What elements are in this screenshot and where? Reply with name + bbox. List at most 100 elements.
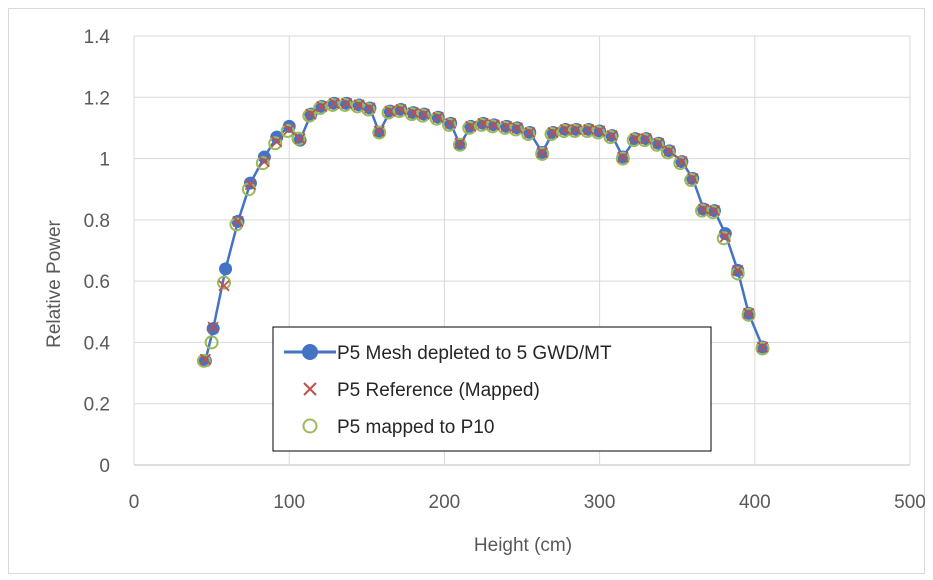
- series-reference-point: [477, 117, 489, 129]
- series-reference-point: [232, 215, 244, 228]
- gridlines: [133, 35, 911, 466]
- series-reference: [199, 97, 769, 365]
- legend-label-mesh: P5 Mesh depleted to 5 GWD/MT: [337, 343, 612, 364]
- series-reference-point: [418, 108, 430, 120]
- series-reference-point: [454, 137, 466, 149]
- series-reference-point: [373, 125, 385, 137]
- series-mapped-point: [291, 131, 306, 146]
- series-reference-point: [640, 133, 652, 145]
- y-tick-label: 0.2: [84, 395, 110, 416]
- series-reference-point: [524, 126, 536, 139]
- legend-label-mapped: P5 mapped to P10: [337, 417, 494, 438]
- series-mapped-point: [626, 133, 641, 148]
- series-mapped-point: [684, 173, 699, 188]
- legend-label-reference: P5 Reference (Mapped): [337, 380, 540, 401]
- series-mapped-point: [755, 341, 770, 356]
- y-tick-label: 0.8: [84, 211, 110, 232]
- legend-entry-reference: P5 Reference (Mapped): [303, 380, 540, 401]
- x-tick-label: 300: [584, 492, 616, 513]
- legend: P5 Mesh depleted to 5 GWD/MT P5 Referenc…: [272, 326, 712, 452]
- y-tick-label: 0.4: [84, 333, 111, 354]
- series-reference-point: [353, 99, 365, 111]
- series-mapped-point: [637, 133, 652, 148]
- series-reference-point: [593, 125, 606, 137]
- series-reference-point: [547, 126, 559, 139]
- y-tick-label: 1.2: [84, 88, 110, 109]
- series-reference-point: [629, 133, 641, 145]
- series-reference-point: [218, 280, 230, 292]
- series-mapped-point: [452, 137, 467, 152]
- series-reference-point: [488, 119, 500, 131]
- series-reference-point: [328, 97, 340, 110]
- series-reference-point: [617, 151, 629, 163]
- series-mapped-point: [229, 217, 244, 232]
- legend-filled-circle-icon: [302, 344, 318, 360]
- series-reference-point: [244, 178, 257, 191]
- series-mapped-point: [544, 127, 559, 142]
- legend-x-marker-icon: [303, 382, 317, 396]
- series-reference-point: [444, 117, 457, 129]
- series-mapped-point: [255, 156, 270, 171]
- x-tick-label: 500: [894, 492, 926, 513]
- series-reference-point: [364, 102, 376, 114]
- series-mapped-point: [268, 136, 283, 151]
- chart-frame: [8, 8, 925, 574]
- y-tick-label: 1.4: [84, 27, 111, 48]
- series-mapped-point: [302, 108, 317, 123]
- x-tick-label: 400: [739, 492, 771, 513]
- series-reference-point: [305, 108, 317, 120]
- y-tick-label: 0: [99, 456, 110, 477]
- series-reference-point: [676, 155, 688, 168]
- series-reference-point: [432, 111, 444, 123]
- series-reference-point: [199, 353, 212, 365]
- x-tick-labels: 0 100 200 300 400 500: [129, 492, 926, 513]
- series-reference-point: [283, 123, 295, 136]
- series-reference-point: [687, 172, 699, 185]
- series-mapped-point: [741, 307, 756, 322]
- series-mapped-point: [556, 123, 571, 138]
- series-mesh-point: [282, 119, 296, 133]
- series-reference-point: [708, 205, 721, 217]
- series-mapped: [196, 97, 770, 368]
- series-mapped-point: [280, 123, 295, 138]
- series-mapped-point: [660, 145, 675, 160]
- series-mapped-point: [361, 102, 376, 117]
- series-reference-point: [697, 203, 710, 215]
- series-mapped-point: [603, 130, 618, 145]
- x-tick-label: 0: [129, 492, 140, 513]
- series-reference-point: [719, 231, 731, 243]
- series-reference-point: [652, 137, 665, 149]
- series-mapped-point: [615, 151, 630, 166]
- series-reference-point: [663, 145, 676, 157]
- series-layer: [196, 96, 770, 368]
- series-mapped-point: [204, 335, 219, 350]
- y-axis-title: Relative Power: [44, 219, 65, 347]
- x-tick-label: 200: [429, 492, 461, 513]
- series-reference-point: [536, 146, 548, 159]
- series-mapped-point: [730, 266, 745, 281]
- series-mapped-point: [429, 111, 444, 126]
- series-reference-point: [606, 129, 618, 142]
- series-reference-point: [570, 123, 582, 136]
- series-reference-point: [258, 155, 271, 168]
- series-mapped-point: [313, 101, 328, 116]
- x-axis-title: Height (cm): [474, 535, 572, 556]
- series-mapped-point: [521, 127, 536, 142]
- series-reference-point: [583, 123, 595, 136]
- series-mapped-point: [535, 146, 550, 161]
- series-mapped-point: [372, 125, 387, 140]
- y-tick-label: 1: [99, 150, 110, 171]
- series-reference-point: [500, 120, 513, 133]
- series-reference-point: [340, 97, 353, 110]
- legend-entry-mesh: P5 Mesh depleted to 5 GWD/MT: [284, 343, 612, 364]
- series-reference-point: [742, 307, 755, 319]
- series-mapped-point: [650, 137, 665, 152]
- series-reference-point: [756, 341, 769, 353]
- series-reference-point: [732, 264, 744, 277]
- series-reference-point: [207, 321, 219, 333]
- series-mapped-point: [716, 231, 731, 246]
- y-tick-labels: 0 0.2 0.4 0.6 0.8 1 1.2 1.4: [84, 27, 111, 477]
- series-reference-point: [384, 105, 396, 117]
- series-reference-point: [465, 120, 477, 133]
- series-mapped-point: [442, 117, 457, 132]
